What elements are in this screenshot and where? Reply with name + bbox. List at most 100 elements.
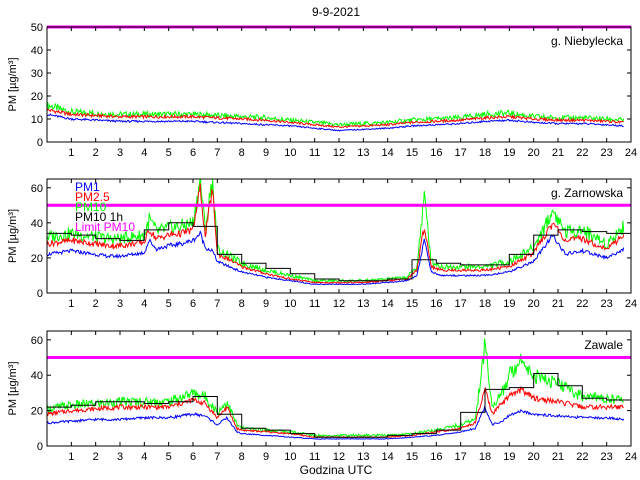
y-tick-label: 20 xyxy=(31,406,43,418)
series-pm1-line xyxy=(47,405,625,440)
x-tick-label: 15 xyxy=(406,147,418,159)
chart-panels: 1 2 3 4 5 6 7 8 9 10 11 12 13 14 15 16 17 18 19 20 21 22 23 240… xyxy=(7,22,637,463)
series-pm1-line xyxy=(47,113,624,132)
series-pm25-line xyxy=(47,108,624,129)
x-tick-label: 12 xyxy=(333,147,345,159)
x-tick-label: 16 xyxy=(430,147,442,159)
y-tick-label: 30 xyxy=(31,68,43,80)
x-tick-label: 8 xyxy=(239,451,245,463)
x-tick-label: 7 xyxy=(214,298,220,310)
legend-entry: PM10 1h xyxy=(75,210,123,224)
x-tick-label: 8 xyxy=(239,298,245,310)
x-tick-label: 1 xyxy=(68,147,74,159)
y-tick-label: 50 xyxy=(31,22,43,34)
x-tick-label: 16 xyxy=(430,298,442,310)
x-tick-label: 1 xyxy=(68,451,74,463)
y-tick-label: 20 xyxy=(31,91,43,103)
x-tick-label: 23 xyxy=(601,451,613,463)
station-label: Zawale xyxy=(584,338,623,352)
x-tick-label: 4 xyxy=(141,451,147,463)
y-tick-label: 40 xyxy=(31,45,43,57)
y-tick-label: 40 xyxy=(31,370,43,382)
x-tick-label: 20 xyxy=(528,298,540,310)
axes-frame xyxy=(46,330,632,447)
series-pm1-line xyxy=(47,229,625,286)
x-tick-label: 14 xyxy=(382,147,394,159)
x-tick-label: 19 xyxy=(503,451,515,463)
x-tick-label: 12 xyxy=(333,298,345,310)
x-axis-label: Godzina UTC xyxy=(300,463,373,477)
panel-2: 1 2 3 4 5 6 7 8 9 10 11 12 13 14 15 16 17 18 19 20 21 22 23 240… xyxy=(7,178,637,310)
x-tick-label: 18 xyxy=(479,298,491,310)
x-tick-label: 9 xyxy=(263,451,269,463)
y-axis-label: PM [µg/m³] xyxy=(7,57,19,111)
x-tick-label: 6 xyxy=(190,147,196,159)
y-tick-label: 40 xyxy=(31,218,43,230)
x-tick-label: 11 xyxy=(309,147,320,159)
x-tick-label: 22 xyxy=(576,298,588,310)
y-tick-label: 0 xyxy=(37,288,43,300)
x-tick-label: 15 xyxy=(406,451,418,463)
panel-3: 1 2 3 4 5 6 7 8 9 10 11 12 13 14 15 16 17 18 19 20 21 22 23 240… xyxy=(7,330,637,463)
x-tick-label: 6 xyxy=(190,298,196,310)
series-pm10-line xyxy=(47,179,625,284)
x-tick-label: 3 xyxy=(117,298,123,310)
x-tick-label: 11 xyxy=(309,298,320,310)
x-tick-label: 9 xyxy=(263,298,269,310)
x-tick-label: 2 xyxy=(93,147,99,159)
x-tick-label: 23 xyxy=(601,298,613,310)
y-tick-label: 0 xyxy=(37,441,43,453)
y-tick-label: 20 xyxy=(31,253,43,265)
x-tick-label: 21 xyxy=(552,147,564,159)
plot-area xyxy=(47,101,625,132)
x-tick-label: 14 xyxy=(382,451,394,463)
x-tick-label: 19 xyxy=(503,298,515,310)
x-tick-label: 16 xyxy=(430,451,442,463)
x-tick-label: 9 xyxy=(263,147,269,159)
x-tick-label: 15 xyxy=(406,298,418,310)
legend-entry: PM10 xyxy=(75,200,107,214)
x-tick-label: 13 xyxy=(357,147,369,159)
x-tick-label: 7 xyxy=(214,147,220,159)
y-tick-label: 10 xyxy=(31,114,43,126)
x-tick-label: 22 xyxy=(576,451,588,463)
x-tick-label: 8 xyxy=(239,147,245,159)
x-tick-label: 13 xyxy=(357,451,369,463)
x-tick-label: 24 xyxy=(625,451,637,463)
x-tick-label: 6 xyxy=(190,451,196,463)
x-tick-label: 18 xyxy=(479,451,491,463)
plot-area xyxy=(47,179,631,286)
x-tick-label: 5 xyxy=(166,298,172,310)
x-tick-label: 22 xyxy=(576,147,588,159)
y-tick-label: 60 xyxy=(31,335,43,347)
x-tick-label: 12 xyxy=(333,451,345,463)
x-tick-label: 17 xyxy=(455,147,467,159)
x-tick-label: 13 xyxy=(357,298,369,310)
x-tick-label: 24 xyxy=(625,147,637,159)
legend-entry: PM2.5 xyxy=(75,190,110,204)
x-tick-label: 4 xyxy=(141,298,147,310)
legend-entry: Limit PM10 xyxy=(75,220,135,234)
x-tick-label: 21 xyxy=(552,451,564,463)
x-tick-label: 23 xyxy=(601,147,613,159)
x-tick-label: 5 xyxy=(166,147,172,159)
x-tick-label: 18 xyxy=(479,147,491,159)
x-tick-label: 11 xyxy=(309,451,320,463)
series-pm10-line xyxy=(47,338,625,438)
y-tick-label: 60 xyxy=(31,183,43,195)
y-tick-label: 0 xyxy=(37,137,43,149)
x-tick-label: 7 xyxy=(214,451,220,463)
station-label: g. Niebylecka xyxy=(551,34,623,48)
x-tick-label: 1 xyxy=(68,298,74,310)
x-tick-label: 20 xyxy=(528,451,540,463)
x-tick-label: 5 xyxy=(166,451,172,463)
x-tick-label: 21 xyxy=(552,298,564,310)
series-pm10-1h-step xyxy=(47,222,631,282)
series-pm10-1h-step xyxy=(47,373,631,438)
figure-title: 9-9-2021 xyxy=(312,5,360,19)
x-tick-label: 17 xyxy=(455,298,467,310)
x-tick-label: 2 xyxy=(93,451,99,463)
x-tick-label: 24 xyxy=(625,298,637,310)
plot-area xyxy=(47,338,631,440)
